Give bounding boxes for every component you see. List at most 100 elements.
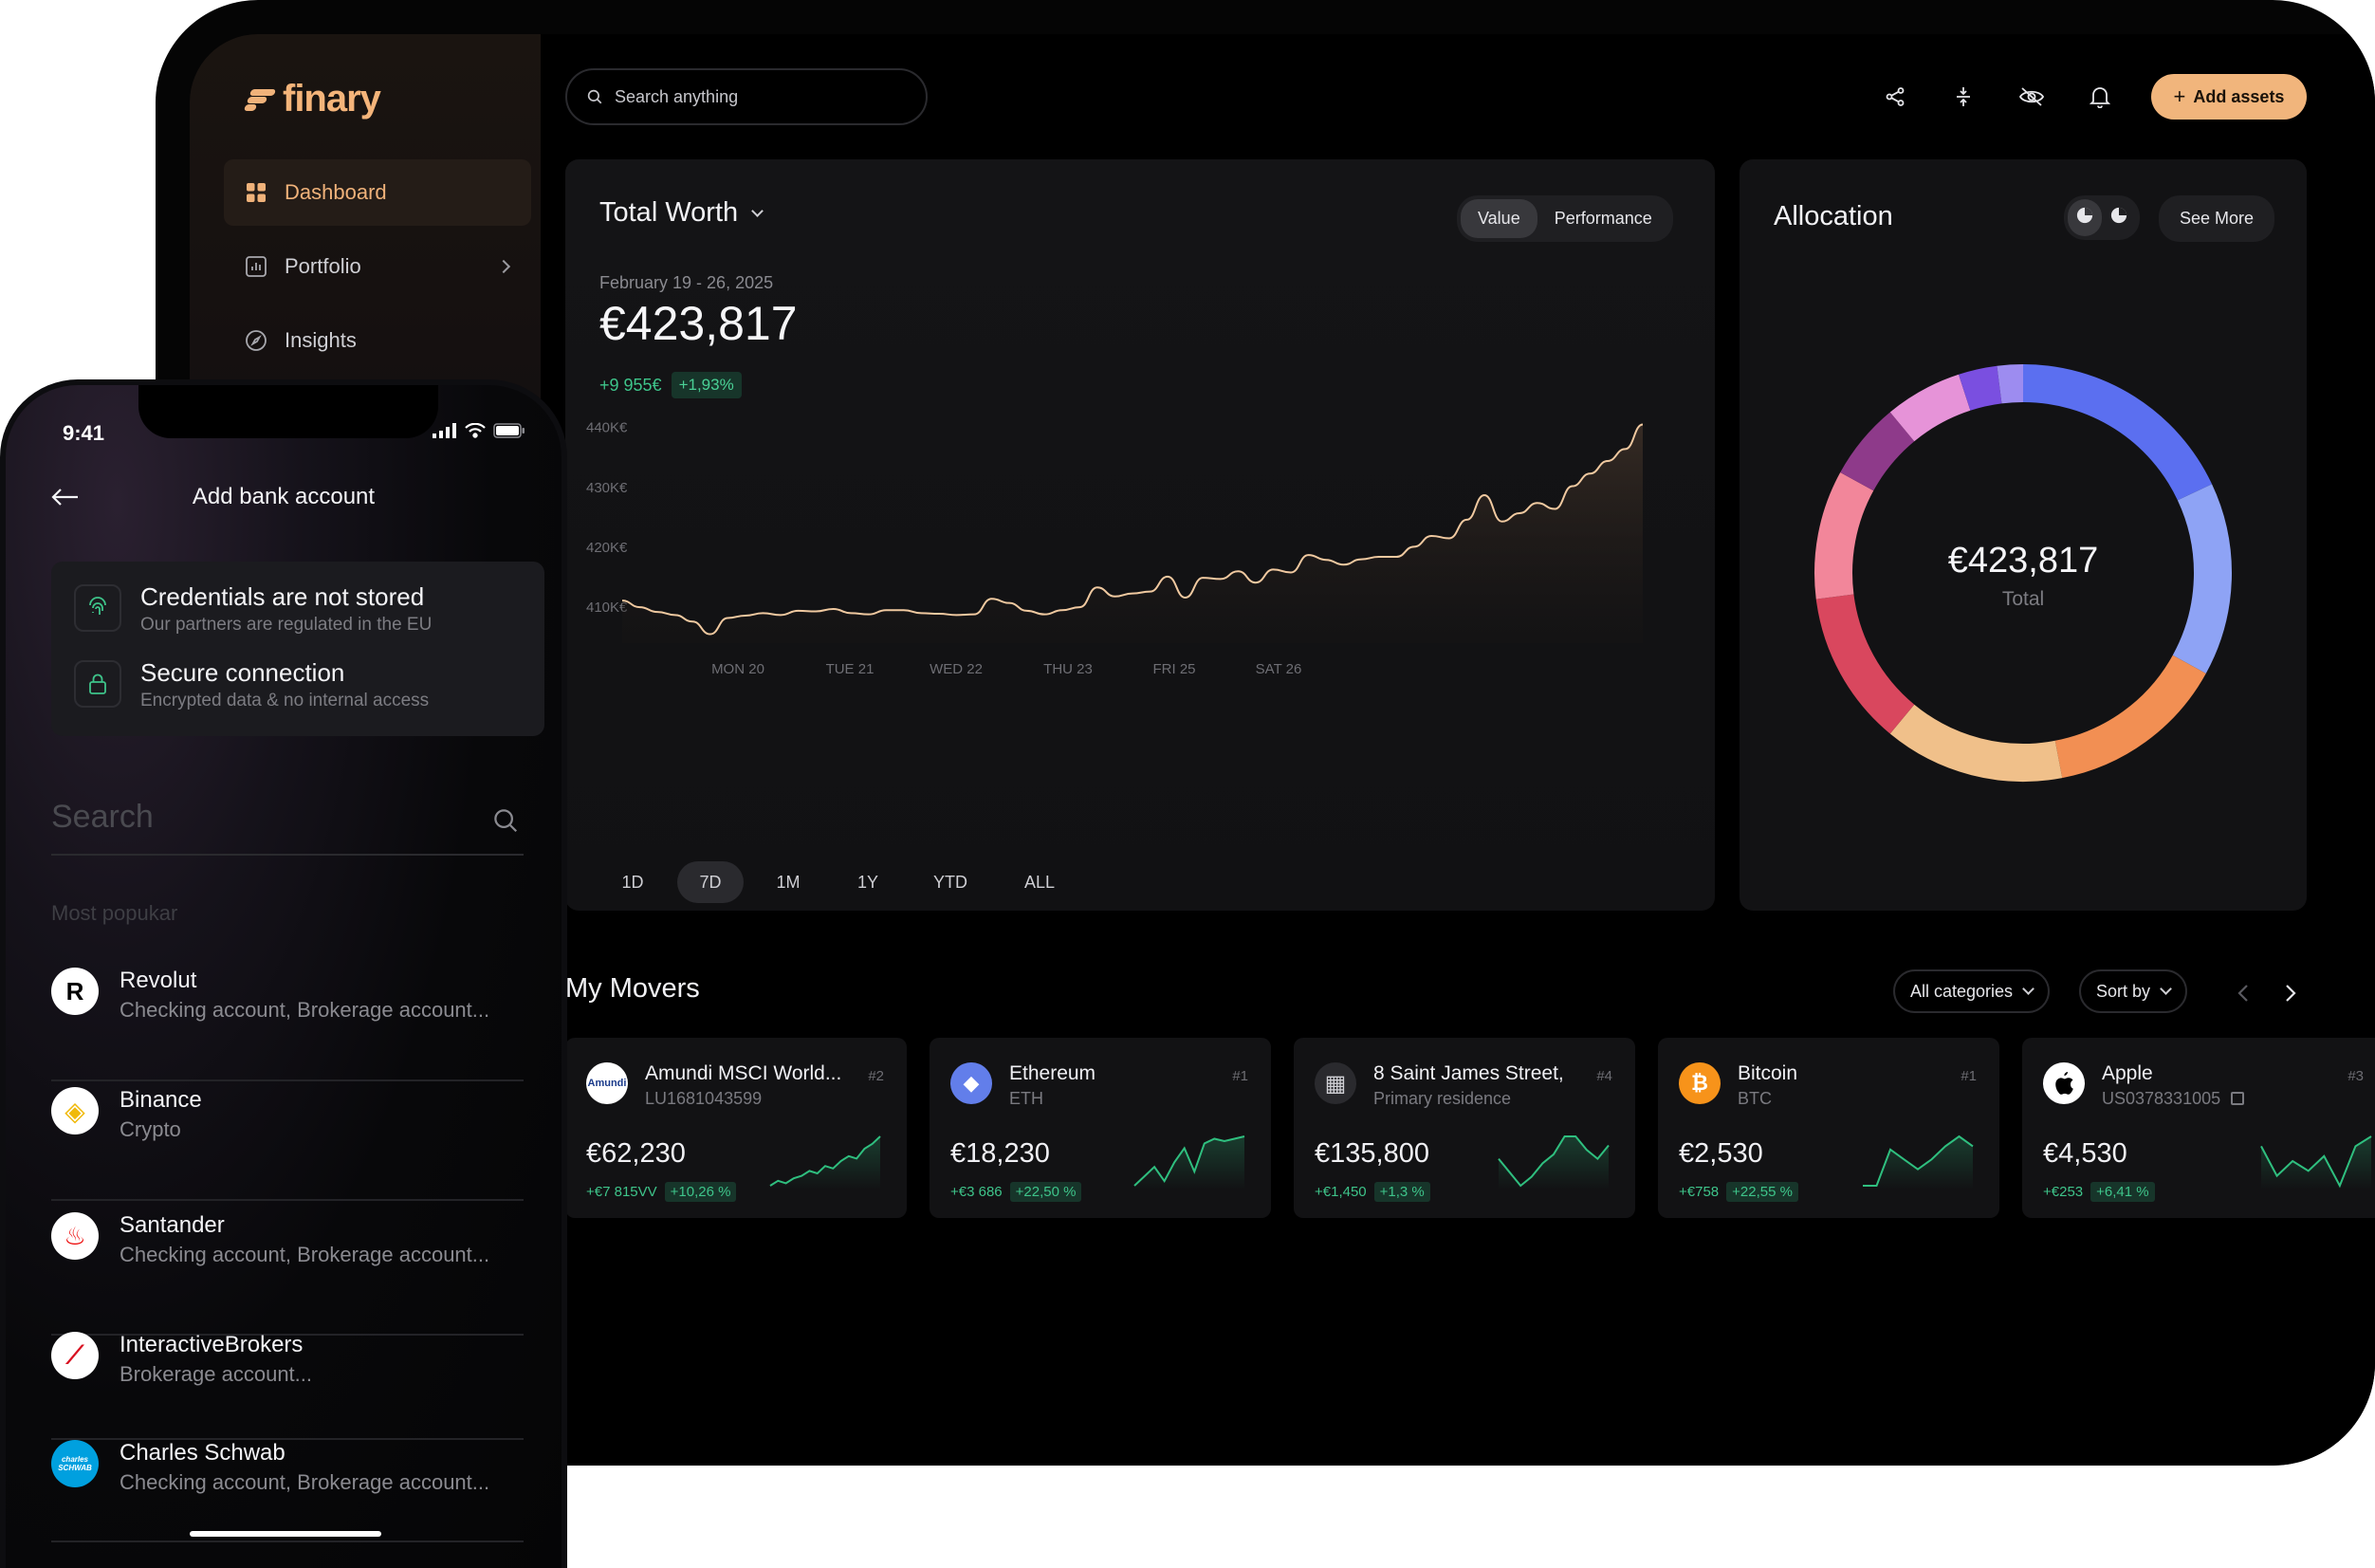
apple-icon <box>2043 1062 2085 1104</box>
mover-sub: Primary residence <box>1373 1089 1512 1108</box>
signal-icon <box>433 423 456 438</box>
chevron-right-icon <box>496 259 511 274</box>
total-worth-value: €423,817 <box>599 297 798 350</box>
allocation-segment[interactable] <box>1815 594 1915 734</box>
sidebar-item-label: Dashboard <box>285 180 387 204</box>
mover-change: +€1,450 +1,3 % <box>1315 1182 1430 1202</box>
sort-by-label: Sort by <box>2096 981 2151 1001</box>
bank-item-binance[interactable]: ◈ Binance Crypto <box>51 1087 524 1201</box>
sidebar-item-dashboard[interactable]: Dashboard <box>224 159 531 226</box>
x-tick-label: MON 20 <box>711 661 764 677</box>
y-tick-label: 430K€ <box>586 480 628 496</box>
allocation-segment[interactable] <box>2172 484 2232 673</box>
copy-icon[interactable] <box>2231 1092 2245 1105</box>
sidebar-item-portfolio[interactable]: Portfolio <box>224 233 531 300</box>
range-1y[interactable]: 1Y <box>856 872 879 892</box>
sparkline-line <box>2260 1135 2372 1189</box>
building-icon: ▦ <box>1315 1062 1356 1104</box>
mover-change-pct: +22,55 % <box>1726 1182 1798 1202</box>
finary-logo[interactable]: finary <box>243 78 381 120</box>
bank-item-charles-schwab[interactable]: charles SCHWAB Charles Schwab Checking a… <box>51 1440 524 1542</box>
info-title: Credentials are not stored <box>140 582 425 611</box>
mover-card[interactable]: Apple US0378331005 #3 €4,530 +€253 +6,41… <box>2022 1038 2375 1218</box>
mover-card[interactable]: ▦ 8 Saint James Street, Primary residenc… <box>1294 1038 1635 1218</box>
home-indicator[interactable] <box>190 1531 381 1537</box>
chevron-down-icon <box>2022 983 2034 995</box>
sparkline-fill <box>1499 1136 1609 1190</box>
mover-change: +€3 686 +22,50 % <box>950 1182 1082 1202</box>
mover-change-pct: +6,41 % <box>2090 1182 2155 1202</box>
bank-name: Charles Schwab <box>120 1440 285 1466</box>
share-button[interactable] <box>1876 78 1914 116</box>
allocation-total-value: €423,817 <box>1947 541 2099 581</box>
sparkline-line <box>1133 1135 1245 1187</box>
allocation-segment[interactable] <box>1997 364 2024 404</box>
bank-desc: Checking account, Brokerage account... <box>120 1470 490 1494</box>
search-placeholder: Search <box>51 799 154 835</box>
allocation-segment[interactable] <box>2022 364 2213 501</box>
bank-desc: Checking account, Brokerage account... <box>120 998 490 1022</box>
movers-prev-button[interactable] <box>2229 979 2257 1007</box>
hide-values-button[interactable] <box>2013 78 2051 116</box>
mover-change: +€253 +6,41 % <box>2043 1182 2155 1202</box>
info-title: Secure connection <box>140 658 345 687</box>
finary-logo-icon <box>243 87 277 112</box>
bank-item-santander[interactable]: ♨ Santander Checking account, Brokerage … <box>51 1212 524 1336</box>
expand-vertical-icon <box>1957 87 1970 106</box>
notifications-button[interactable] <box>2081 78 2119 116</box>
binance-logo: ◈ <box>51 1087 99 1134</box>
range-all[interactable]: ALL <box>1023 872 1056 892</box>
search-icon <box>587 89 602 104</box>
mover-change-pct: +1,3 % <box>1373 1182 1430 1202</box>
status-time: 9:41 <box>63 421 105 445</box>
mover-rank: #2 <box>868 1068 884 1084</box>
pie-chart-alt-view-button[interactable] <box>2102 199 2136 236</box>
chevron-down-icon <box>751 204 764 217</box>
range-ytd[interactable]: YTD <box>933 872 967 892</box>
fingerprint-icon <box>74 584 121 632</box>
mover-card[interactable]: ₿ Bitcoin BTC #1 €2,530 +€758 +22,55 % <box>1658 1038 1999 1218</box>
range-1m[interactable]: 1M <box>776 872 801 892</box>
total-worth-change: +9 955€ +1,93% <box>599 372 742 398</box>
allocation-segment[interactable] <box>2054 655 2206 779</box>
allocation-segment[interactable] <box>1840 412 1915 491</box>
sidebar-item-insights[interactable]: Insights <box>224 307 531 374</box>
sparkline-line <box>1863 1134 1974 1187</box>
range-1d[interactable]: 1D <box>621 872 644 892</box>
bank-item-revolut[interactable]: R Revolut Checking account, Brokerage ac… <box>51 968 524 1081</box>
search-input[interactable]: Search anything <box>565 68 928 125</box>
collapse-button[interactable] <box>1944 78 1982 116</box>
bank-search-input[interactable]: Search <box>51 799 524 856</box>
back-button[interactable] <box>51 488 80 511</box>
total-worth-dropdown[interactable]: Total Worth <box>599 197 764 229</box>
mover-sparkline <box>2260 1135 2372 1190</box>
mover-logo: Amundi <box>586 1062 628 1104</box>
toggle-performance[interactable]: Performance <box>1554 209 1652 228</box>
battery-icon <box>493 423 525 438</box>
mover-name: Amundi MSCI World... <box>645 1062 842 1084</box>
bank-item-interactivebrokers[interactable]: ⟋ InteractiveBrokers Brokerage account..… <box>51 1332 524 1440</box>
mover-sparkline <box>1863 1134 1974 1190</box>
pie-chart-view-button[interactable] <box>2068 199 2102 236</box>
mover-card[interactable]: Amundi Amundi MSCI World... LU1681043599… <box>565 1038 907 1218</box>
y-tick-label: 440K€ <box>586 420 628 436</box>
category-filter[interactable]: All categories <box>1893 969 2051 1013</box>
see-more-button[interactable]: See More <box>2159 195 2275 242</box>
mover-rank: #3 <box>2347 1068 2364 1084</box>
mover-card[interactable]: ◆ Ethereum ETH #1 €18,230 +€3 686 +22,50… <box>930 1038 1271 1218</box>
bitcoin-icon: ₿ <box>1679 1062 1721 1104</box>
arrow-left-icon <box>51 489 78 506</box>
bank-desc: Crypto <box>120 1117 181 1141</box>
toggle-value[interactable]: Value <box>1461 199 1537 238</box>
allocation-segment[interactable] <box>1889 374 1971 442</box>
allocation-segment[interactable] <box>1814 472 1874 600</box>
allocation-segment[interactable] <box>1889 704 2063 782</box>
movers-next-button[interactable] <box>2276 979 2305 1007</box>
range-7d[interactable]: 7D <box>677 861 744 903</box>
bank-name: Binance <box>120 1087 202 1113</box>
add-assets-button[interactable]: + Add assets <box>2151 74 2307 120</box>
grid-icon <box>245 181 267 204</box>
allocation-segment[interactable] <box>1959 365 2002 411</box>
sort-by-dropdown[interactable]: Sort by <box>2079 969 2188 1013</box>
mover-sub: BTC <box>1738 1089 1772 1108</box>
